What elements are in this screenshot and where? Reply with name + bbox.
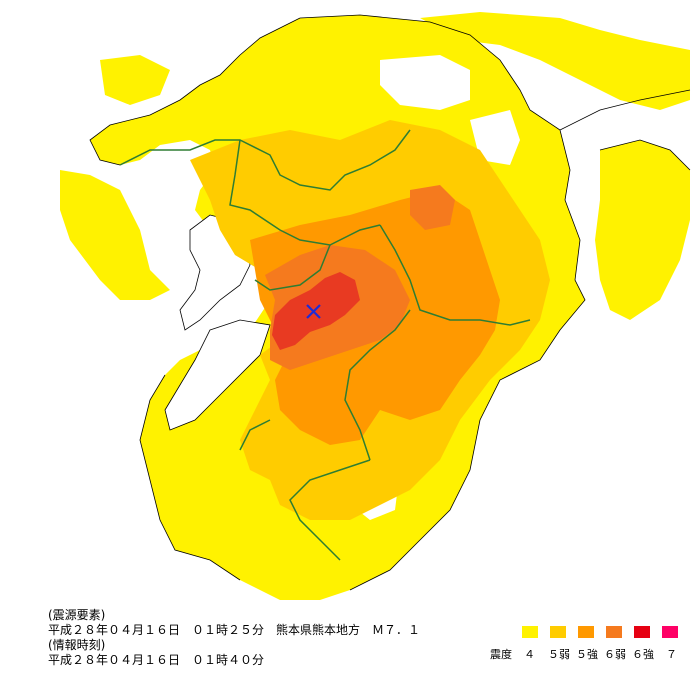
epicenter-marker (306, 304, 321, 319)
legend-label-6-upper: ６強 (632, 648, 654, 661)
source-heading: (震源要素) (48, 608, 106, 622)
source-line: 平成２８年０４月１６日 ０１時２５分 熊本県熊本地方 Ｍ７．１ (48, 623, 421, 637)
shindo4-north-honshu (420, 12, 690, 110)
legend-label-7: ７ (666, 648, 677, 661)
white-patch-east (470, 110, 520, 165)
shimabara-sea (164, 319, 271, 431)
shindo6upper-area (272, 272, 360, 350)
shindo4-shikoku (595, 140, 690, 320)
x-mark-stroke (306, 304, 321, 319)
intensity-legend: 震度 ４ ５弱 ５強 ６弱 ６強 ７ (490, 626, 690, 666)
legend-swatch-4 (522, 626, 538, 638)
legend-label-6-lower: ６弱 (604, 648, 626, 661)
time-heading: (情報時刻) (48, 638, 106, 652)
shikoku-coast (559, 89, 691, 171)
legend-swatch-6-lower (606, 626, 622, 638)
shindo4-islands-north (100, 55, 170, 105)
shindo4-west (60, 170, 170, 300)
legend-swatch-5-lower (550, 626, 566, 638)
legend-label-5-upper: ５強 (576, 648, 598, 661)
legend-swatch-5-upper (578, 626, 594, 638)
legend-swatch-6-upper (634, 626, 650, 638)
legend-swatch-7 (662, 626, 678, 638)
legend-title: 震度 (490, 648, 512, 661)
white-patch-north (380, 55, 470, 110)
legend-label-5-lower: ５弱 (548, 648, 570, 661)
coastline (89, 14, 586, 591)
shindo6lower-east (410, 185, 455, 230)
intensity-map (60, 12, 691, 600)
time-line: 平成２８年０４月１６日 ０１時４０分 (48, 653, 265, 667)
legend-label-4: ４ (524, 648, 535, 661)
prefecture-borders (119, 129, 531, 561)
